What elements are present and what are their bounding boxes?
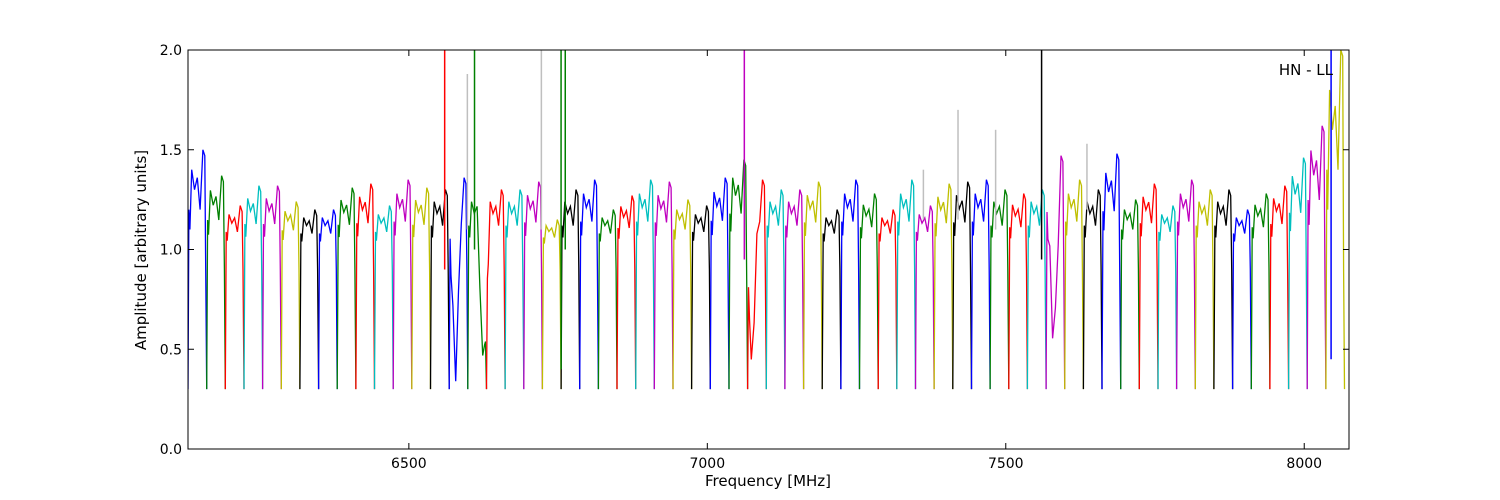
channel-series-38 — [877, 209, 898, 390]
channel-series-48 — [1064, 179, 1085, 390]
channel-series-43 — [970, 179, 991, 390]
channel-series-15 — [448, 177, 469, 390]
x-tick-label: 7500 — [988, 456, 1024, 472]
y-tick-label: 0.0 — [160, 442, 182, 458]
channel-series-58 — [1250, 193, 1271, 390]
channel-series-6 — [280, 201, 301, 390]
y-axis-label: Amplitude [arbitrary units] — [132, 150, 150, 350]
channel-series-32 — [765, 189, 786, 390]
channel-series-24 — [616, 195, 637, 390]
channel-series-50 — [1101, 153, 1122, 390]
channel-series-46 — [1026, 189, 1047, 390]
y-tick-label: 1.5 — [160, 143, 182, 159]
channel-series-3 — [224, 205, 245, 390]
x-axis-label: Frequency [MHz] — [705, 472, 831, 490]
y-tick-label: 2.0 — [160, 43, 182, 59]
channel-series-61 — [1306, 125, 1327, 390]
channel-series-4 — [243, 185, 264, 390]
channel-series-57 — [1231, 209, 1252, 390]
series-annotation: HN - LL — [1279, 61, 1334, 79]
x-tick-label: 8000 — [1286, 456, 1322, 472]
channel-series-52 — [1138, 183, 1159, 390]
channel-series-21 — [560, 189, 581, 390]
channel-series-47 — [1045, 155, 1066, 390]
channel-series-14 — [429, 189, 450, 390]
channel-series-17 — [485, 189, 506, 390]
channel-series-19 — [523, 181, 544, 390]
channel-series-56 — [1213, 189, 1234, 390]
channel-series-31 — [746, 179, 767, 390]
channel-series-59 — [1269, 185, 1290, 390]
channel-series-45 — [1008, 193, 1029, 390]
channel-series-20 — [541, 219, 562, 390]
channel-series-27 — [672, 199, 693, 390]
series-layer — [188, 50, 1346, 390]
channel-series-26 — [653, 181, 674, 390]
channel-series-42 — [952, 181, 973, 390]
x-tick-label: 7000 — [689, 456, 725, 472]
channel-series-30 — [728, 159, 749, 390]
channel-series-33 — [784, 189, 805, 390]
channel-series-34 — [802, 181, 823, 390]
channel-series-28 — [690, 205, 711, 390]
channel-series-7 — [299, 209, 320, 390]
channel-series-18 — [504, 189, 525, 390]
channel-series-53 — [1157, 205, 1178, 390]
channel-series-49 — [1082, 189, 1103, 390]
channel-series-2 — [206, 175, 226, 390]
channel-series-35 — [821, 209, 842, 390]
channel-series-9 — [336, 187, 357, 390]
channel-series-11 — [373, 205, 394, 390]
channel-series-13 — [411, 187, 432, 390]
channel-series-39 — [896, 179, 917, 390]
channel-series-44 — [989, 189, 1010, 390]
channel-series-51 — [1120, 199, 1140, 390]
channel-series-25 — [635, 179, 655, 390]
channel-series-62 — [1325, 50, 1346, 390]
channel-series-41 — [933, 183, 954, 390]
channel-series-1 — [188, 149, 208, 390]
channel-series-10 — [355, 183, 376, 390]
channel-series-36 — [840, 179, 861, 390]
channel-series-8 — [317, 209, 338, 390]
channel-series-55 — [1194, 189, 1215, 390]
tick-layer: 6500 7000 7500 8000 0.0 0.5 1.0 1.5 2.0 — [160, 43, 1349, 472]
channel-series-37 — [858, 193, 879, 390]
channel-series-60 — [1287, 157, 1308, 390]
x-tick-label: 6500 — [391, 456, 427, 472]
channel-series-16 — [467, 201, 488, 390]
channel-series-40 — [914, 205, 935, 390]
channel-series-29 — [709, 177, 730, 390]
channel-series-12 — [392, 179, 413, 390]
channel-series-54 — [1175, 179, 1196, 390]
y-tick-label: 0.5 — [160, 342, 182, 358]
channel-series-5 — [261, 185, 282, 390]
channel-series-22 — [579, 179, 600, 390]
channel-series-23 — [597, 209, 618, 390]
y-tick-label: 1.0 — [160, 243, 182, 259]
